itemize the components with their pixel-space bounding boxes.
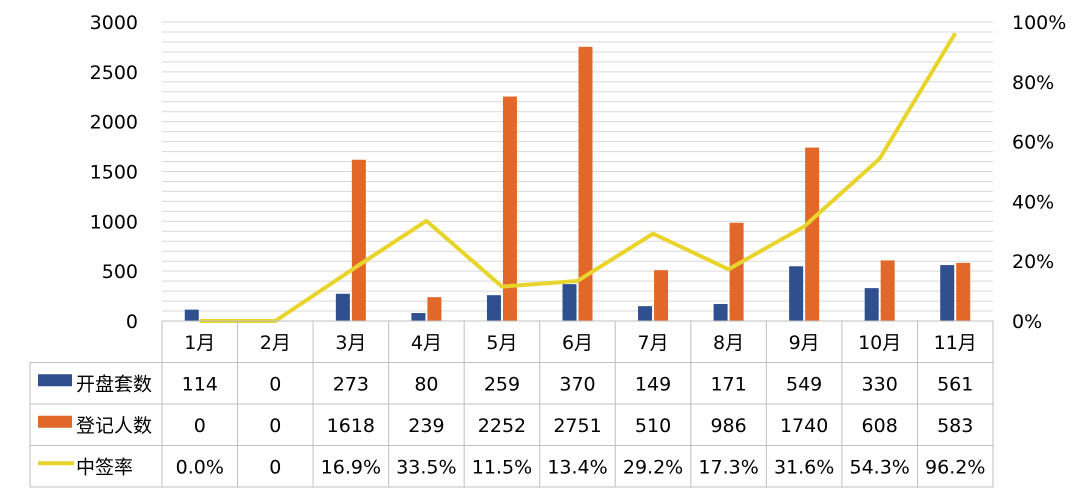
bar-units: [638, 306, 653, 321]
y-tick-label: 3000: [90, 12, 138, 34]
category-label: 3月: [335, 332, 366, 354]
table-cell: 608: [862, 415, 898, 437]
table-cell: 16.9%: [321, 456, 381, 478]
axes: 0 500 1000 1500 2000 2500 3000 0% 20% 40% 60% 80% 10…: [90, 12, 1067, 333]
bars: [184, 46, 971, 322]
bar-registrants: [578, 46, 593, 321]
table-cell: 561: [937, 373, 973, 395]
category-label: 2月: [260, 332, 291, 354]
table-cell: 583: [937, 415, 973, 437]
table-cell: 2252: [478, 415, 526, 437]
bar-registrants: [956, 262, 971, 321]
table-cell: 370: [559, 373, 595, 395]
category-label: 9月: [789, 332, 820, 354]
y2-tick-label: 40%: [1012, 191, 1054, 213]
bar-units: [184, 309, 199, 321]
legend-label: 中签率: [76, 456, 133, 478]
table-cell: 0: [269, 456, 281, 478]
category-label: 1月: [184, 332, 215, 354]
bar-units: [335, 293, 350, 321]
y-tick-label: 0: [126, 311, 138, 333]
table-cell: 31.6%: [774, 456, 834, 478]
bar-registrants: [351, 159, 366, 321]
table-cell: 549: [786, 373, 822, 395]
table-cell: 171: [710, 373, 746, 395]
category-label: 5月: [486, 332, 517, 354]
category-label: 6月: [562, 332, 593, 354]
y-tick-label: 1500: [90, 162, 138, 184]
table-cell: 0: [269, 415, 281, 437]
y2-tick-label: 0%: [1012, 311, 1042, 333]
table-cell: 273: [333, 373, 369, 395]
table-cell: 54.3%: [850, 456, 910, 478]
table-cell: 259: [484, 373, 520, 395]
legend-key: [38, 415, 72, 428]
table-cell: 0.0%: [176, 456, 224, 478]
table-cell: 96.2%: [925, 456, 985, 478]
line-rate: [199, 32, 957, 323]
bar-units: [940, 265, 955, 321]
bar-units: [864, 288, 879, 321]
bar-registrants: [427, 297, 442, 321]
legend-label: 登记人数: [76, 415, 152, 437]
bar-units: [411, 313, 426, 321]
category-label: 4月: [411, 332, 442, 354]
category-label: 8月: [713, 332, 744, 354]
bar-registrants: [880, 260, 895, 321]
table-cell: 239: [408, 415, 444, 437]
table-cell: 80: [414, 373, 438, 395]
table-cell: 33.5%: [396, 456, 456, 478]
table-cell: 17.3%: [698, 456, 758, 478]
table-cell: 0: [194, 415, 206, 437]
y2-tick-label: 60%: [1012, 132, 1054, 154]
y2-tick-label: 100%: [1012, 12, 1066, 34]
y-tick-label: 2500: [90, 62, 138, 84]
bar-registrants: [654, 270, 669, 321]
y2-tick-label: 80%: [1012, 72, 1054, 94]
y-tick-label: 500: [102, 261, 138, 283]
table-cell: 330: [862, 373, 898, 395]
table-cell: 29.2%: [623, 456, 683, 478]
table-cell: 13.4%: [547, 456, 607, 478]
bar-units: [713, 303, 728, 321]
y2-tick-label: 20%: [1012, 251, 1054, 273]
table-cell: 0: [269, 373, 281, 395]
legend-label: 开盘套数: [76, 373, 152, 395]
category-label: 11月: [934, 332, 977, 354]
table-cell: 149: [635, 373, 671, 395]
bar-units: [562, 284, 577, 321]
y-tick-label: 2000: [90, 112, 138, 134]
bar-units: [789, 266, 804, 321]
legend-key: [38, 374, 72, 387]
table-cell: 1740: [780, 415, 828, 437]
table-cell: 1618: [327, 415, 375, 437]
category-label: 10月: [858, 332, 901, 354]
y-tick-label: 1000: [90, 211, 138, 233]
bar-units: [486, 295, 501, 321]
table-cell: 986: [710, 415, 746, 437]
table-cell: 510: [635, 415, 671, 437]
table-cell: 2751: [553, 415, 601, 437]
table-cell: 114: [182, 373, 218, 395]
table-cell: 11.5%: [472, 456, 532, 478]
bar-registrants: [805, 147, 820, 321]
rate-line: [199, 32, 957, 323]
bar-registrants: [502, 96, 517, 322]
bar-registrants: [729, 222, 744, 321]
category-label: 7月: [637, 332, 668, 354]
